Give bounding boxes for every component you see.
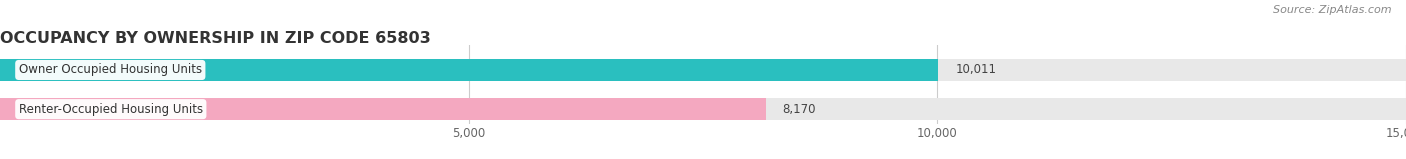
Bar	[0, 59, 938, 81]
Bar	[0, 98, 1406, 120]
Bar	[0, 59, 1406, 81]
Text: OCCUPANCY BY OWNERSHIP IN ZIP CODE 65803: OCCUPANCY BY OWNERSHIP IN ZIP CODE 65803	[0, 31, 430, 46]
Bar	[0, 98, 766, 120]
Text: 8,170: 8,170	[783, 103, 815, 116]
Text: Owner Occupied Housing Units: Owner Occupied Housing Units	[18, 63, 202, 76]
Text: 10,011: 10,011	[955, 63, 997, 76]
Text: Renter-Occupied Housing Units: Renter-Occupied Housing Units	[18, 103, 202, 116]
Text: Source: ZipAtlas.com: Source: ZipAtlas.com	[1274, 5, 1392, 15]
